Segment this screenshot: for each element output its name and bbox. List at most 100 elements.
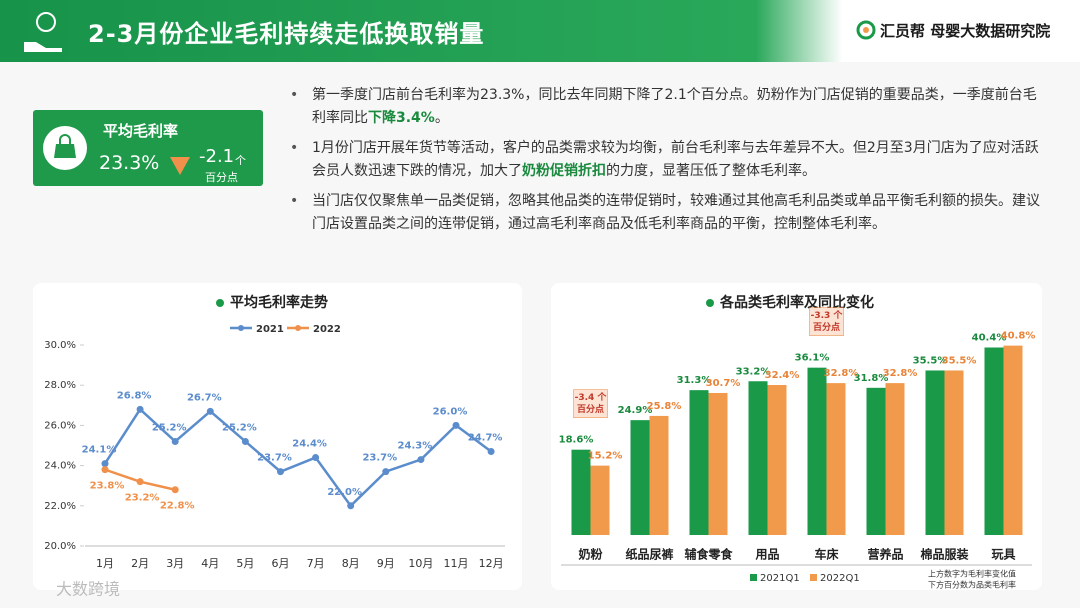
x-tick-label: 1月 (96, 557, 114, 570)
y-tick-label: 24.0% (44, 461, 76, 472)
annotation: 百分点 (577, 403, 604, 415)
legend-dot (295, 325, 301, 331)
data-label: 23.2% (125, 493, 160, 504)
kpi-icon (43, 126, 87, 170)
panel (33, 283, 522, 590)
brand: 汇员帮 母婴大数据研究院 (880, 22, 1051, 40)
x-tick-label: 11月 (444, 557, 469, 570)
data-label: 22.8% (160, 501, 195, 512)
bar (571, 449, 591, 535)
point (487, 448, 495, 456)
text: 。 (434, 110, 449, 126)
x-tick-label: 6月 (272, 557, 290, 570)
y-tick-label: 20.0% (44, 541, 76, 552)
y-tick-label: 26.0% (44, 420, 76, 431)
down-arrow (170, 157, 190, 175)
data-label: 36.1% (795, 353, 830, 364)
data-label: 24.9% (618, 405, 653, 416)
bar (649, 415, 669, 535)
bullet: 当门店仅仅聚焦单一品类促销，忽略其他品类的连带促销时，较难通过其他高毛利品类或单… (290, 190, 1040, 236)
text: 的力度，显著压低了整体毛利率。 (606, 163, 816, 179)
bar (885, 383, 905, 535)
bar (984, 347, 1004, 535)
text: 第一季度门店前台毛利率为23.3%，同比去年同期下降了2.1个百分点。奶粉作为门… (312, 87, 1037, 126)
bullets: 第一季度门店前台毛利率为23.3%，同比去年同期下降了2.1个百分点。奶粉作为门… (290, 84, 1040, 243)
data-label: 18.6% (559, 435, 594, 446)
bar (944, 370, 964, 535)
data-label: 35.5% (913, 355, 948, 366)
legend-swatch (750, 574, 757, 581)
x-tick-label: 4月 (201, 557, 219, 570)
legend-label: 2021Q1 (760, 573, 800, 584)
data-label: 25.2% (152, 422, 187, 433)
x-tick-label: 10月 (408, 557, 433, 570)
annotation: -3.3 个 (811, 309, 844, 321)
y-tick-label: 22.0% (44, 501, 76, 512)
text: 1月份门店开展年货节等活动，客户的品类需求较为均衡，前台毛利率与去年差异不大。但… (312, 140, 1039, 179)
kpi-unit2: 百分点 (205, 171, 238, 184)
bar (767, 385, 787, 535)
data-label: 24.1% (82, 445, 117, 456)
data-label: 40.4% (972, 333, 1007, 344)
data-label: 23.7% (362, 453, 397, 464)
data-label: 32.8% (824, 368, 859, 379)
y-tick-label: 28.0% (44, 380, 76, 391)
data-label: 40.8% (1001, 331, 1036, 342)
legend-dot (238, 325, 244, 331)
x-tick-label: 车床 (814, 547, 839, 562)
x-tick-label: 用品 (754, 548, 779, 562)
note: 下方百分数为品类毛利率 (928, 580, 1016, 590)
bar (826, 383, 846, 535)
point (136, 478, 144, 486)
point (452, 421, 460, 429)
x-tick-label: 棉品服装 (920, 547, 968, 562)
legend-label: 2022 (313, 324, 341, 335)
point (241, 437, 249, 445)
chart-title: 平均毛利率走势 (230, 294, 328, 311)
title-dot (216, 299, 224, 307)
x-tick-label: 玩具 (991, 548, 1015, 562)
bullet: 1月份门店开展年货节等活动，客户的品类需求较为均衡，前台毛利率与去年差异不大。但… (290, 137, 1040, 183)
point (277, 468, 284, 476)
data-label: 26.0% (433, 406, 468, 417)
x-tick-label: 辅食零食 (684, 547, 733, 562)
bar (630, 420, 650, 535)
x-tick-label: 12月 (479, 557, 504, 570)
data-label: 35.5% (942, 355, 977, 366)
title-dot (706, 299, 714, 307)
line (103, 407, 492, 508)
kpi-unit: 个 (235, 154, 246, 167)
point (312, 454, 320, 462)
kpi-card: 平均毛利率 23.3% -2.1 个 百分点 (33, 110, 263, 186)
watermark: 大数跨境 (56, 580, 120, 599)
bar (925, 370, 945, 535)
legend-swatch (810, 574, 817, 581)
x-tick-label: 7月 (307, 557, 325, 570)
data-label: 33.2% (736, 366, 771, 377)
data-label: 26.7% (187, 392, 222, 403)
brand-logo (856, 20, 876, 40)
x-tick-label: 奶粉 (578, 547, 602, 562)
header: 2-3月份企业毛利持续走低换取销量 汇员帮 母婴大数据研究院 (0, 0, 1080, 62)
legend-label: 2021 (256, 324, 284, 335)
data-label: 32.8% (883, 368, 918, 379)
data-label: 23.7% (257, 453, 292, 464)
bold-text: 下降3.4% (368, 110, 435, 126)
bar (689, 390, 709, 535)
data-label: 24.4% (292, 439, 327, 450)
data-label: 25.8% (647, 401, 682, 412)
x-tick-label: 2月 (131, 557, 149, 570)
point (382, 468, 390, 476)
bar (708, 392, 728, 535)
data-label: 31.3% (677, 375, 712, 386)
data-label: 24.3% (398, 441, 433, 452)
bar (590, 465, 610, 535)
point (101, 466, 109, 474)
x-tick-label: 8月 (342, 557, 360, 570)
data-label: 25.2% (222, 422, 257, 433)
x-tick-label: 5月 (236, 557, 254, 570)
x-tick-label: 3月 (166, 557, 184, 570)
annotation: 百分点 (813, 321, 840, 333)
